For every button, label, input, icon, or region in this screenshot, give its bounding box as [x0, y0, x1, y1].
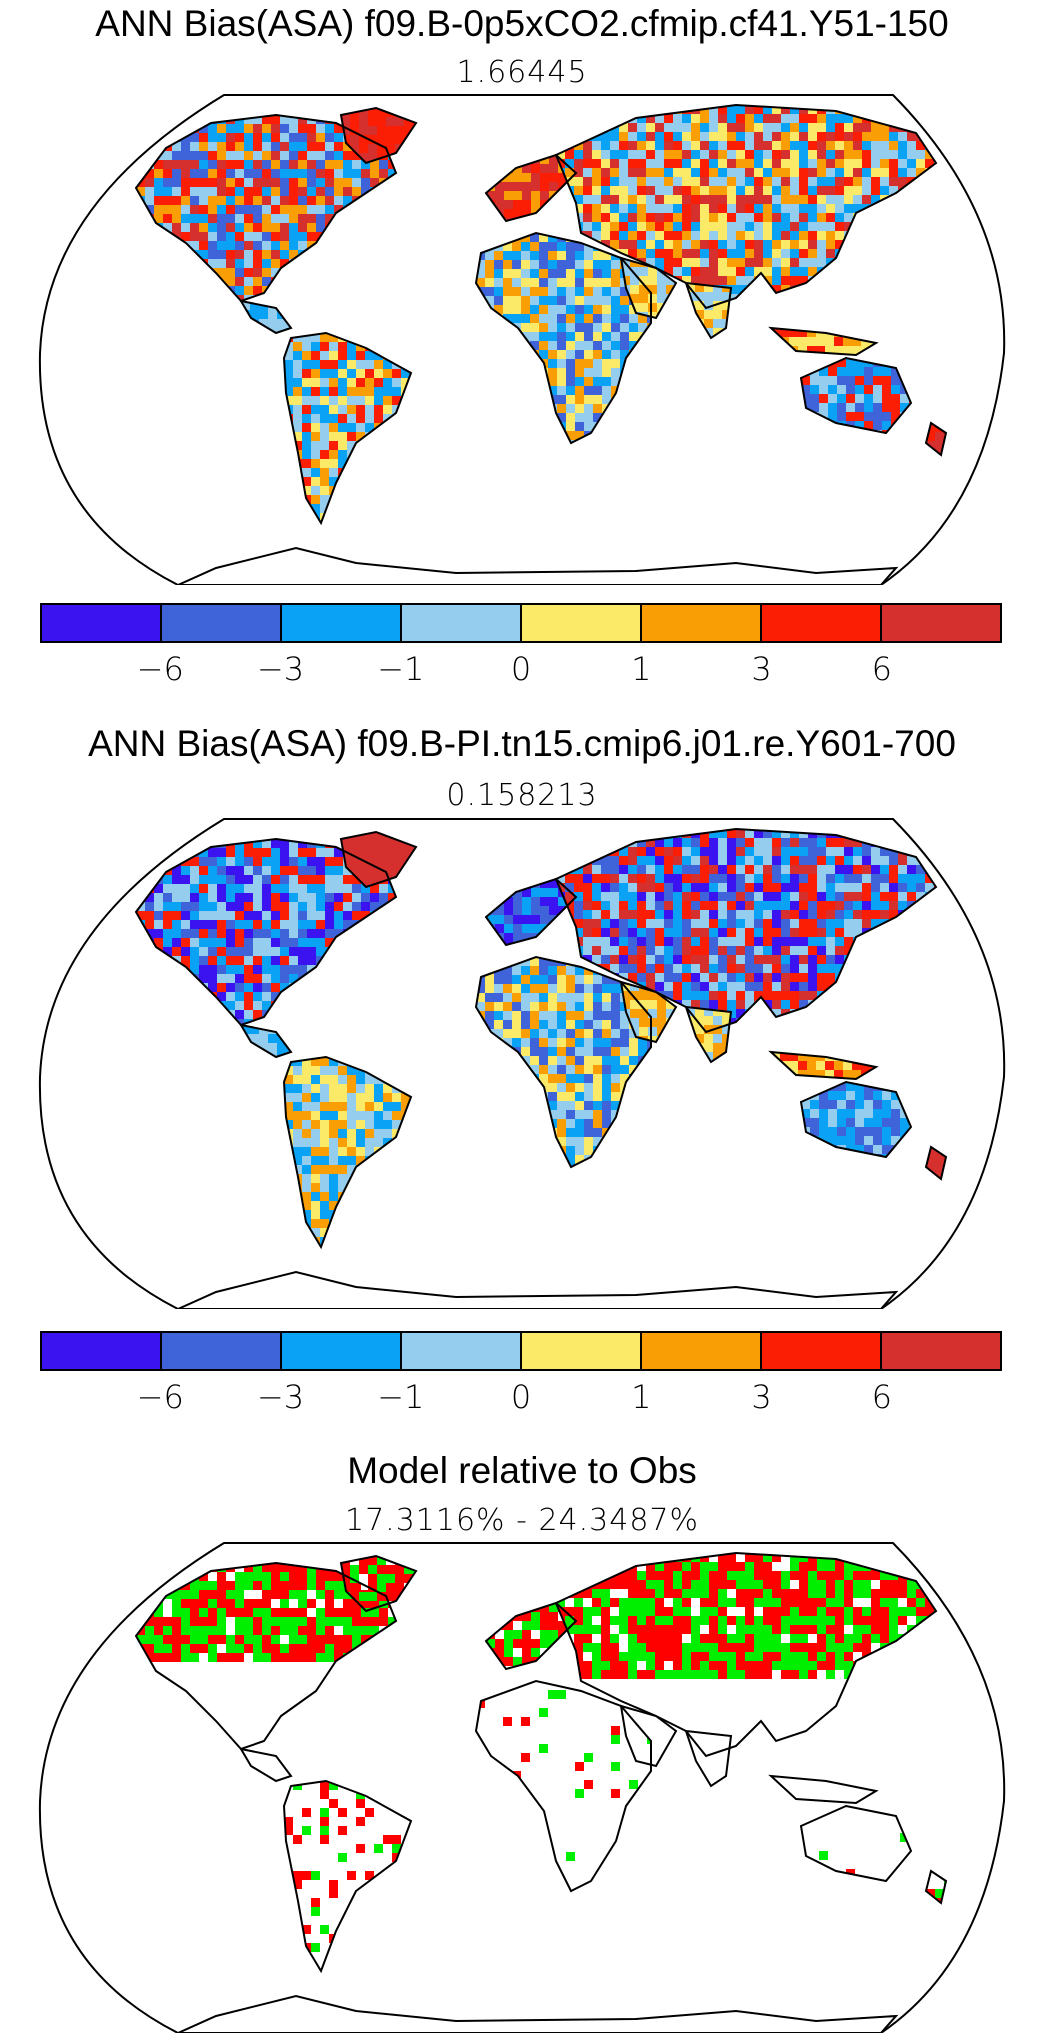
colorbar-1-tick-label: −1 [377, 650, 425, 688]
panel2-title: ANN Bias(ASA) f09.B-PI.tn15.cmip6.j01.re… [88, 723, 956, 764]
panel3-title: Model relative to Obs [347, 1450, 697, 1491]
colorbar-2-tick-label: −6 [136, 1378, 184, 1416]
colorbar-2-tick-label: −1 [377, 1378, 425, 1416]
colorbar-1 [40, 603, 1002, 643]
colorbar-2-swatch-6 [762, 1333, 882, 1369]
colorbar-2-swatch-3 [402, 1333, 522, 1369]
colorbar-2-tick-label: 0 [510, 1378, 532, 1416]
colorbar-1-swatch-3 [402, 605, 522, 641]
colorbar-2-tick-label: 6 [871, 1378, 892, 1416]
colorbar-1-tick-label: 1 [631, 650, 652, 688]
colorbar-2-swatch-1 [162, 1333, 282, 1369]
panel3-percentages: 17.3116% - 24.3487% [344, 1503, 700, 1538]
colorbar-1-ticks: −6 −3 −1 0 1 3 6 [40, 650, 1002, 690]
colorbar-1-swatch-4 [522, 605, 642, 641]
colorbar-1-tick-label: 3 [751, 650, 772, 688]
colorbar-1-swatch-0 [42, 605, 162, 641]
colorbar-1-swatch-1 [162, 605, 282, 641]
colorbar-1-tick-label: 6 [871, 650, 892, 688]
colorbar-2 [40, 1331, 1002, 1371]
colorbar-2-swatch-4 [522, 1333, 642, 1369]
colorbar-1-tick-label: −6 [136, 650, 184, 688]
colorbar-2-tick-label: −3 [256, 1378, 305, 1416]
colorbar-1-swatch-5 [642, 605, 762, 641]
bias-map-2 [38, 818, 1006, 1309]
panel1-global-mean: 1.66445 [456, 55, 588, 90]
colorbar-1-swatch-7 [882, 605, 1000, 641]
colorbar-2-tick-label: 1 [631, 1378, 652, 1416]
colorbar-2-swatch-7 [882, 1333, 1000, 1369]
bias-map-1 [38, 94, 1006, 585]
panel1-title: ANN Bias(ASA) f09.B-0p5xCO2.cfmip.cf41.Y… [95, 3, 949, 44]
colorbar-1-swatch-6 [762, 605, 882, 641]
colorbar-2-ticks: −6 −3 −1 0 1 3 6 [40, 1378, 1002, 1418]
colorbar-2-tick-label: 3 [751, 1378, 772, 1416]
colorbar-2-swatch-5 [642, 1333, 762, 1369]
colorbar-1-tick-label: 0 [510, 650, 532, 688]
colorbar-1-swatch-2 [282, 605, 402, 641]
comparison-map [38, 1542, 1006, 2033]
colorbar-2-swatch-2 [282, 1333, 402, 1369]
colorbar-2-swatch-0 [42, 1333, 162, 1369]
panel2-global-mean: 0.158213 [446, 778, 598, 813]
colorbar-1-tick-label: −3 [256, 650, 305, 688]
